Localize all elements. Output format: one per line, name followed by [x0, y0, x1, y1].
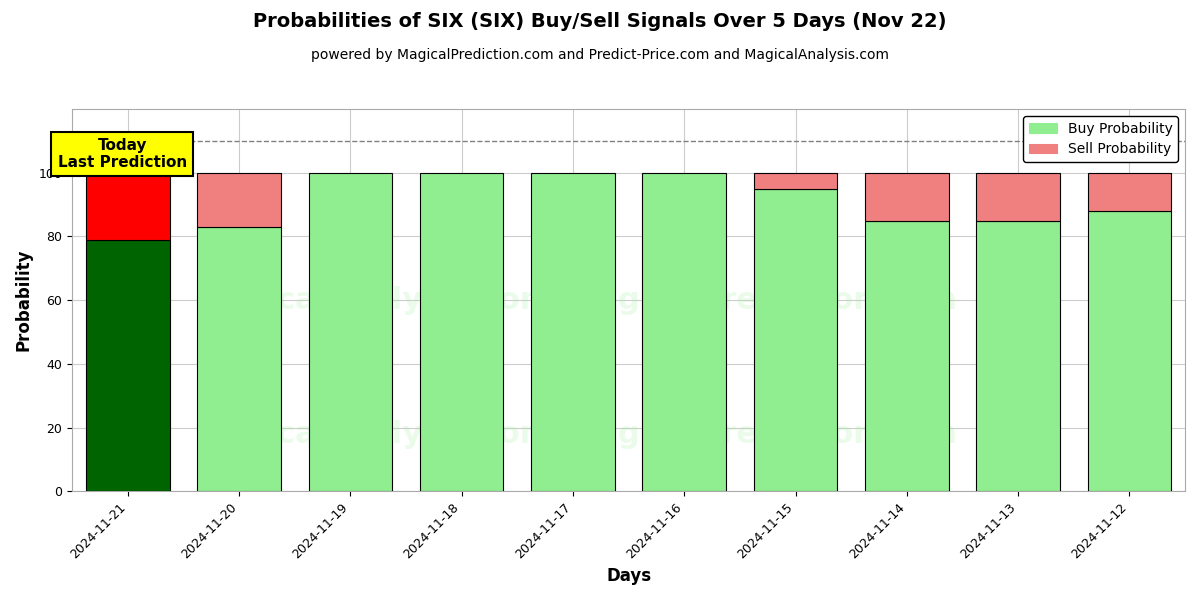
Bar [977, 221, 1060, 491]
Bar [977, 173, 1060, 221]
Text: Probabilities of SIX (SIX) Buy/Sell Signals Over 5 Days (Nov 22): Probabilities of SIX (SIX) Buy/Sell Sign… [253, 12, 947, 31]
Bar [865, 221, 948, 491]
Text: MagicalAnalysis.com: MagicalAnalysis.com [194, 419, 551, 449]
Bar [197, 173, 281, 227]
Bar [532, 173, 614, 491]
Bar [86, 239, 169, 491]
Bar [1087, 211, 1171, 491]
Bar [754, 173, 838, 188]
Legend: Buy Probability, Sell Probability: Buy Probability, Sell Probability [1024, 116, 1178, 162]
Bar [754, 188, 838, 491]
Text: Today
Last Prediction: Today Last Prediction [58, 137, 187, 170]
Bar [197, 227, 281, 491]
Y-axis label: Probability: Probability [16, 249, 34, 352]
Bar [642, 173, 726, 491]
Bar [420, 173, 503, 491]
Text: MagicalPrediction.com: MagicalPrediction.com [568, 419, 958, 449]
Bar [86, 173, 169, 239]
Bar [1087, 173, 1171, 211]
Bar [308, 173, 392, 491]
X-axis label: Days: Days [606, 567, 652, 585]
Text: MagicalPrediction.com: MagicalPrediction.com [568, 286, 958, 315]
Bar [865, 173, 948, 221]
Text: MagicalAnalysis.com: MagicalAnalysis.com [194, 286, 551, 315]
Text: powered by MagicalPrediction.com and Predict-Price.com and MagicalAnalysis.com: powered by MagicalPrediction.com and Pre… [311, 48, 889, 62]
